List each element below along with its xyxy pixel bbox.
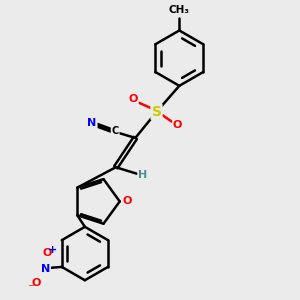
Text: +: + [48, 245, 57, 255]
Text: O: O [32, 278, 41, 289]
Text: O: O [42, 248, 52, 258]
Text: H: H [138, 170, 148, 180]
Text: CH₃: CH₃ [169, 5, 190, 15]
Text: N: N [41, 263, 50, 274]
Text: N: N [87, 118, 97, 128]
Text: O: O [128, 94, 138, 104]
Text: O: O [173, 120, 182, 130]
Text: ⁻: ⁻ [27, 282, 34, 296]
Text: C: C [112, 126, 119, 136]
Text: S: S [152, 105, 161, 119]
Text: O: O [122, 196, 132, 206]
